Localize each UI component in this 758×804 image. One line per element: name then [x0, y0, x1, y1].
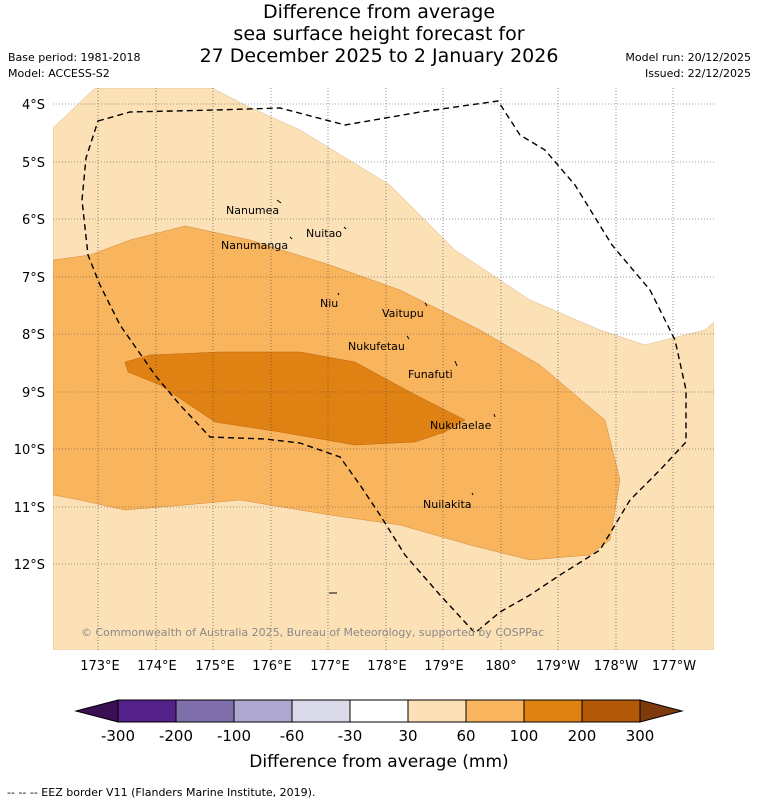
colorbar-swatch — [292, 700, 350, 722]
eez-footnote: -- -- -- EEZ border V11 (Flanders Marine… — [7, 786, 316, 799]
colorbar-swatch — [234, 700, 292, 722]
colorbar-tick-label: -300 — [101, 727, 135, 745]
colorbar-swatch — [524, 700, 582, 722]
colorbar-extend-high — [639, 699, 684, 723]
lon-label: 180° — [485, 659, 516, 674]
colorbar-swatch — [176, 700, 234, 722]
lat-label: 7°S — [22, 271, 45, 286]
colorbar-swatch — [582, 700, 640, 722]
lat-label: 6°S — [22, 213, 45, 228]
longitude-labels: 173°E 174°E 175°E 176°E 177°E 178°E 179°… — [80, 659, 696, 674]
graticule — [53, 88, 714, 650]
colorbar-tick-label: 60 — [456, 727, 475, 745]
lon-label: 173°E — [80, 659, 120, 674]
issued-date: Issued: 22/12/2025 — [644, 67, 751, 80]
place-funafuti: Funafuti — [408, 368, 453, 381]
colorbar-tick-label: -30 — [338, 727, 363, 745]
colorbar: -300 -200 -100 -60 -30 30 60 100 200 300… — [74, 699, 684, 772]
lon-label: 177°W — [652, 659, 696, 674]
title-line-3: 27 December 2025 to 2 January 2026 — [199, 45, 559, 67]
model-name: Model: ACCESS-S2 — [8, 67, 110, 80]
lon-label: 177°E — [310, 659, 350, 674]
colorbar-tick-label: 200 — [568, 727, 597, 745]
place-nuilakita: Nuilakita — [423, 498, 472, 511]
place-labels: Nanumea Nuitao Nanumanga Niu Vaitupu Nuk… — [221, 204, 492, 511]
colorbar-swatch — [408, 700, 466, 722]
place-niu: Niu — [320, 297, 338, 310]
base-period: Base period: 1981-2018 — [8, 51, 141, 64]
colorbar-tick-label: 100 — [510, 727, 539, 745]
lon-label: 174°E — [137, 659, 177, 674]
model-run: Model run: 20/12/2025 — [625, 51, 751, 64]
colorbar-swatch — [350, 700, 408, 722]
colorbar-tick-label: -60 — [280, 727, 305, 745]
title-line-2: sea surface height forecast for — [233, 23, 525, 45]
place-nukufetau: Nukufetau — [348, 340, 405, 353]
lat-label: 11°S — [14, 501, 45, 516]
contour-fills — [53, 88, 714, 650]
colorbar-tick-label: -100 — [217, 727, 251, 745]
colorbar-tick-label: 300 — [626, 727, 655, 745]
place-nuitao: Nuitao — [306, 227, 342, 240]
colorbar-tick-label: -200 — [159, 727, 193, 745]
lat-label: 4°S — [22, 98, 45, 113]
place-vaitupu: Vaitupu — [382, 307, 424, 320]
place-nanumea: Nanumea — [226, 204, 279, 217]
island-marks — [276, 199, 496, 496]
colorbar-extend-low — [74, 699, 119, 723]
lat-label: 10°S — [14, 443, 45, 458]
lon-label: 178°W — [594, 659, 638, 674]
contour-100-200 — [124, 351, 466, 446]
lat-label: 8°S — [22, 328, 45, 343]
lon-label: 179°W — [536, 659, 580, 674]
lat-label: 9°S — [22, 386, 45, 401]
colorbar-swatch — [466, 700, 524, 722]
colorbar-tick-label: 30 — [398, 727, 417, 745]
latitude-labels: 4°S 5°S 6°S 7°S 8°S 9°S 10°S 11°S 12°S — [14, 98, 45, 573]
place-nukulaelae: Nukulaelae — [430, 419, 492, 432]
title-line-1: Difference from average — [262, 1, 496, 23]
lon-label: 175°E — [195, 659, 235, 674]
eez-border — [81, 100, 687, 634]
lon-label: 176°E — [252, 659, 292, 674]
lon-label: 179°E — [424, 659, 464, 674]
colorbar-title: Difference from average (mm) — [249, 752, 508, 772]
lat-label: 12°S — [14, 558, 45, 573]
lon-label: 178°E — [367, 659, 407, 674]
colorbar-swatch — [118, 700, 176, 722]
copyright-notice: © Commonwealth of Australia 2025, Bureau… — [81, 626, 544, 639]
place-nanumanga: Nanumanga — [221, 239, 288, 252]
lat-label: 5°S — [22, 156, 45, 171]
